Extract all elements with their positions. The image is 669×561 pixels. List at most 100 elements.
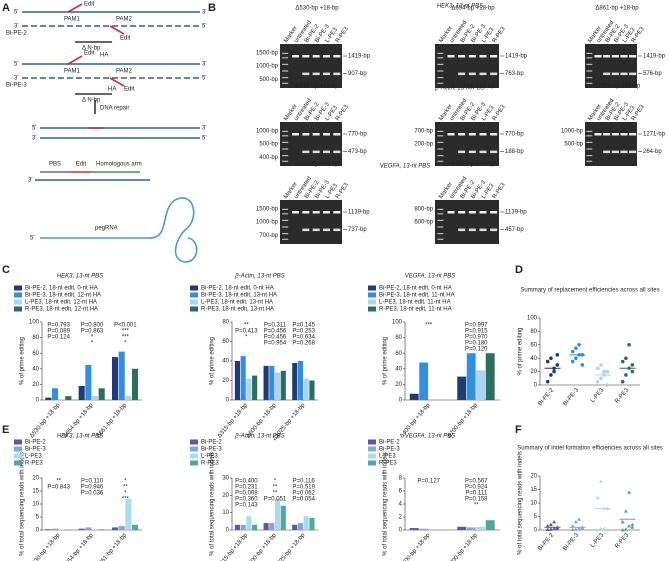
gel-band bbox=[302, 150, 310, 154]
x-tick-label: R-PE3 bbox=[614, 387, 630, 405]
panel-label: D bbox=[515, 264, 523, 276]
y-tick-label: 10 bbox=[32, 502, 39, 508]
gel-band bbox=[490, 150, 498, 154]
label: 3' bbox=[14, 76, 18, 82]
x-tick-label: Δ654-bp +18-bp bbox=[62, 532, 95, 561]
gel-band bbox=[302, 55, 310, 58]
y-tick-label: 0 bbox=[226, 528, 230, 534]
y-axis-label: % of total sequencing reads with indels bbox=[20, 452, 26, 556]
data-point bbox=[555, 363, 560, 367]
label: 5' bbox=[202, 24, 206, 30]
gel-band bbox=[468, 211, 476, 214]
significance-label: P=0.180 bbox=[465, 341, 488, 347]
ladder-band bbox=[282, 82, 289, 84]
gel-band bbox=[312, 55, 320, 58]
bar bbox=[280, 370, 286, 400]
panel-label: C bbox=[2, 264, 10, 276]
significance-label: P=0.158 bbox=[465, 497, 488, 503]
y-tick-label: 100 bbox=[392, 320, 403, 326]
lane-label: R-PE3 bbox=[335, 26, 350, 44]
significance-label: P=0.124 bbox=[47, 335, 70, 341]
significance-label: P=0.036 bbox=[81, 491, 104, 497]
gel-image bbox=[280, 122, 342, 166]
data-point bbox=[595, 495, 600, 500]
bar bbox=[52, 388, 59, 400]
significance-label: *** bbox=[122, 497, 130, 503]
y-tick-label: 60 bbox=[32, 351, 39, 357]
data-point bbox=[599, 363, 603, 367]
ladder-band bbox=[437, 130, 444, 132]
band-label: 1139-bp bbox=[505, 210, 527, 216]
significance-label: P=0.997 bbox=[465, 323, 488, 329]
bar bbox=[280, 505, 286, 530]
bar bbox=[125, 396, 132, 400]
data-point bbox=[623, 527, 628, 531]
chart-title: HEK3, 13-nt PBS bbox=[57, 434, 103, 440]
pegrna-scaffold bbox=[40, 197, 198, 263]
gel-band bbox=[458, 211, 466, 214]
bar bbox=[269, 523, 275, 530]
significance-label: P=0.519 bbox=[292, 485, 315, 491]
bar bbox=[78, 528, 85, 530]
legend-swatch bbox=[14, 306, 22, 312]
ladder-band bbox=[282, 160, 289, 162]
bar bbox=[112, 357, 119, 400]
gel-band bbox=[468, 72, 476, 76]
bar bbox=[269, 365, 275, 400]
significance-label: P=0.231 bbox=[235, 485, 258, 491]
label: Bi-PE-2 bbox=[6, 31, 27, 37]
ladder-band bbox=[437, 63, 444, 65]
bar bbox=[309, 517, 315, 530]
ladder-band bbox=[586, 135, 593, 137]
ladder-band bbox=[437, 82, 444, 84]
x-tick-label: Bi-PE-2 bbox=[537, 387, 555, 407]
gel-band bbox=[490, 55, 498, 58]
y-tick-label: 4 bbox=[399, 502, 403, 508]
y-axis-label: % of prime editing bbox=[20, 337, 26, 385]
data-point bbox=[620, 379, 625, 384]
label: DNA repair bbox=[100, 106, 129, 112]
gel-band bbox=[323, 150, 330, 154]
chart-title: HEK3, 13-nt PBS bbox=[57, 274, 103, 280]
bar bbox=[409, 528, 419, 530]
y-tick-label: 80 bbox=[222, 320, 229, 326]
legend-swatch bbox=[368, 453, 376, 459]
label: Homologous arm bbox=[96, 162, 142, 168]
data-point bbox=[548, 522, 553, 527]
gel-image bbox=[280, 44, 342, 88]
gel-band bbox=[302, 72, 310, 76]
significance-label: P=0.360 bbox=[235, 497, 258, 503]
ladder-band bbox=[282, 226, 289, 228]
ladder-band bbox=[437, 148, 444, 150]
lane-label: R-PE3 bbox=[492, 182, 507, 200]
gel-band bbox=[312, 211, 320, 214]
y-tick-label: 0 bbox=[226, 398, 230, 404]
data-point bbox=[574, 346, 578, 350]
ladder-band bbox=[586, 160, 593, 162]
band-label: 1271-bp bbox=[643, 132, 666, 138]
bar bbox=[409, 393, 419, 400]
significance-label: P=0.143 bbox=[235, 503, 258, 509]
data-point bbox=[549, 356, 553, 361]
legend-swatch bbox=[190, 460, 198, 466]
significance-label: * bbox=[274, 479, 277, 485]
gel-band bbox=[333, 55, 341, 58]
y-tick-label: 20 bbox=[395, 382, 402, 388]
y-axis-label: % of total sequencing reads with indels bbox=[383, 452, 389, 556]
legend-label: Bi-PE-3 bbox=[201, 447, 222, 453]
legend-swatch bbox=[368, 285, 376, 291]
significance-label: P=0.051 bbox=[264, 497, 287, 503]
label: Δ N-bp bbox=[82, 46, 101, 52]
gel-band bbox=[333, 72, 341, 76]
significance-label: * bbox=[245, 335, 248, 341]
legend-label: R-PE3, 18-nt edit, 11-nt HA bbox=[379, 307, 452, 313]
band-label: 264-bp bbox=[643, 149, 662, 155]
bar bbox=[466, 353, 476, 400]
ladder-band bbox=[282, 130, 289, 132]
significance-label: P=0.413 bbox=[235, 329, 258, 335]
label: Edit bbox=[76, 162, 87, 168]
gel-title: Δ1025-bp +18-bp bbox=[594, 84, 641, 90]
significance-label: * bbox=[124, 341, 127, 347]
significance-label: P=0.268 bbox=[292, 341, 315, 347]
